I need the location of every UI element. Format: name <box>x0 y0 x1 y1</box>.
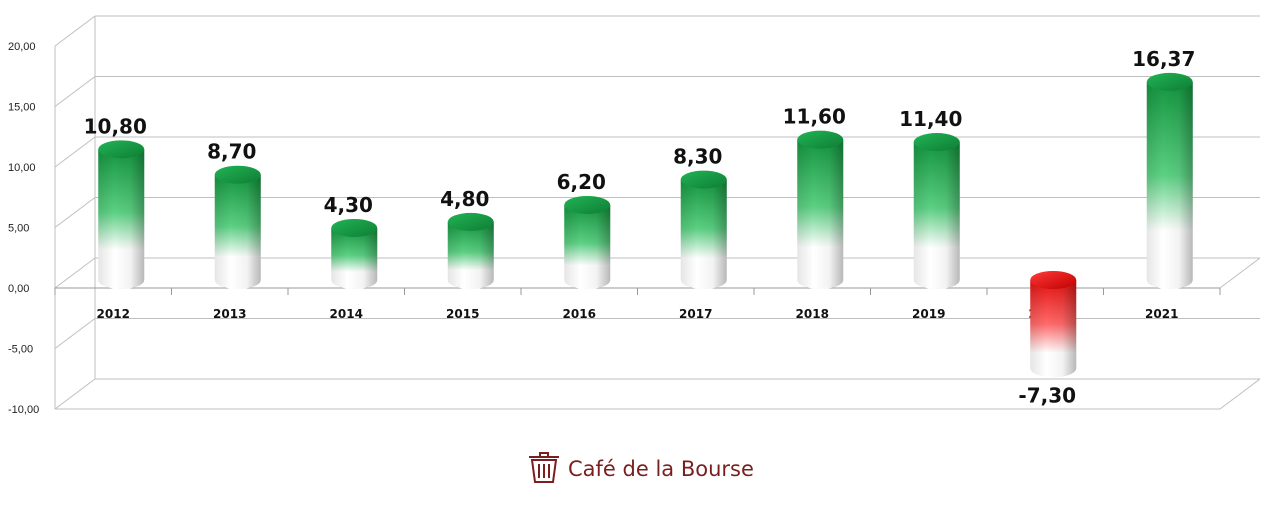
bar <box>913 133 960 289</box>
bar <box>680 170 727 289</box>
bar-cap <box>797 130 844 149</box>
y-tick-label: 5,00 <box>8 223 29 235</box>
x-tick-label: 2013 <box>213 307 246 321</box>
x-tick-label: 2015 <box>446 307 479 321</box>
bar-shading <box>680 179 727 289</box>
bar-cap <box>1146 72 1193 91</box>
bar-shading <box>331 227 378 289</box>
data-labels: 10,80 8,70 4,30 4,80 6,20 8,30 11,60 11,40 -7,30… <box>84 47 1196 407</box>
x-tick-label: 2021 <box>1145 307 1178 321</box>
bar <box>1030 271 1077 378</box>
data-label: 11,40 <box>899 107 962 131</box>
y-tick-label: -10,00 <box>8 404 39 416</box>
x-axis-side <box>1219 257 1261 289</box>
bar <box>797 130 844 289</box>
bar-cap <box>1030 271 1077 289</box>
gridline-diagonal <box>54 197 96 228</box>
bar-shading <box>1146 81 1193 289</box>
data-label: 10,80 <box>84 114 147 138</box>
bar-shading <box>1030 280 1077 378</box>
data-label: 8,70 <box>207 140 256 164</box>
bar <box>331 218 378 289</box>
y-tick-label: 15,00 <box>8 102 36 114</box>
gridline-diagonal <box>54 76 96 107</box>
bar-shading <box>214 174 261 289</box>
x-tick-label: 2012 <box>97 307 130 321</box>
x-tick-label: 2017 <box>679 307 712 321</box>
brand-logo: Café de la Bourse <box>529 452 754 483</box>
bar <box>564 195 611 289</box>
bar-cap <box>680 170 727 189</box>
data-label: 4,30 <box>324 193 373 217</box>
bar-cap <box>98 140 145 159</box>
bar <box>214 165 261 289</box>
y-tick-label: -5,00 <box>8 344 33 356</box>
bar-shading <box>913 142 960 289</box>
data-label: 6,20 <box>557 170 606 194</box>
y-tick-label: 20,00 <box>8 41 36 53</box>
bar-cap <box>331 218 378 237</box>
bar <box>98 140 145 289</box>
data-label: 4,80 <box>440 187 489 211</box>
x-tick-label: 2014 <box>330 307 363 321</box>
bar-cap <box>214 165 261 184</box>
trash-bin-icon <box>529 452 559 483</box>
bar-cap <box>447 212 494 231</box>
gridline-diagonal <box>54 15 96 47</box>
x-tick-label: 2018 <box>796 307 829 321</box>
y-tick-label: 0,00 <box>8 283 29 295</box>
bar <box>447 212 494 289</box>
bars <box>98 72 1193 378</box>
gridline-diagonal <box>54 136 96 168</box>
bar-shading <box>98 149 145 289</box>
y-axis: -10,00 -5,00 0,00 5,00 10,00 15,00 20,00 <box>8 41 1261 416</box>
x-tick-label: 2019 <box>912 307 945 321</box>
bar-cap <box>913 133 960 152</box>
gridlines <box>54 15 1261 410</box>
bar-shading <box>564 204 611 289</box>
data-label: 8,30 <box>673 145 722 169</box>
x-tick-label: 2016 <box>563 307 596 321</box>
gridline-diagonal <box>54 257 96 289</box>
gridline-diagonal <box>54 378 96 410</box>
brand-name: Café de la Bourse <box>568 457 754 481</box>
floor-edge-side <box>1219 378 1261 410</box>
gridline-diagonal <box>54 318 96 349</box>
data-label: 16,37 <box>1132 47 1195 71</box>
data-label: 11,60 <box>783 105 846 129</box>
bar-shading <box>447 221 494 289</box>
data-label: -7,30 <box>1018 383 1076 407</box>
y-tick-label: 10,00 <box>8 162 36 174</box>
bar <box>1146 72 1193 289</box>
bar-cap <box>564 195 611 214</box>
bar-shading <box>797 139 844 289</box>
